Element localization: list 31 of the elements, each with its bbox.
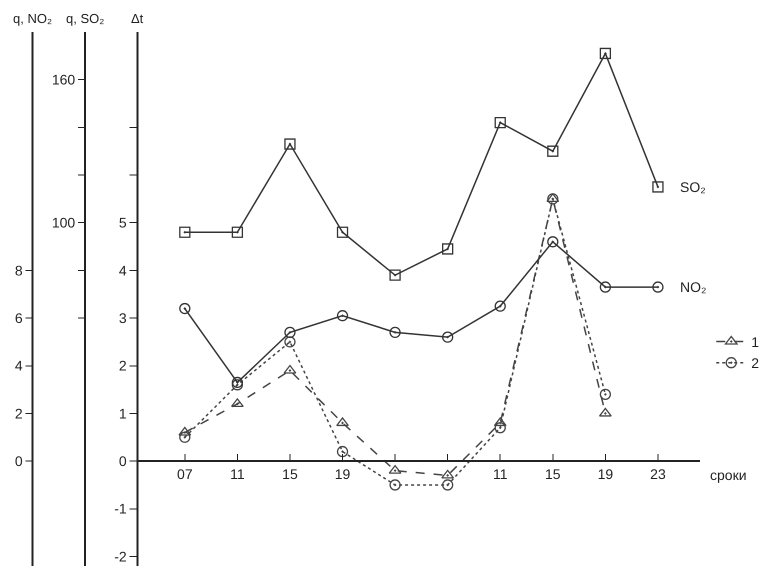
y3-tick-label: 0: [14, 453, 23, 470]
x-tick-label: 11: [492, 466, 508, 482]
y-tick-label: 0: [118, 453, 127, 470]
y-axis-title: Δt: [131, 11, 144, 26]
x-tick-label: 23: [650, 466, 666, 482]
y3-tick-label: 4: [14, 358, 23, 374]
legend-label: 2: [751, 355, 760, 372]
series-label: NO₂: [680, 279, 706, 295]
y-tick-label: -1: [114, 500, 127, 517]
y-tick-label: 2: [118, 358, 127, 374]
x-axis-title: сроки: [710, 467, 747, 483]
x-tick-label: 19: [334, 466, 351, 482]
y2-tick-label: 100: [52, 214, 76, 231]
y2-axis-title: q, SO₂: [66, 11, 104, 26]
x-tick-label: 15: [545, 466, 561, 482]
y-tick-label: 5: [118, 214, 127, 231]
x-tick-label: 11: [230, 466, 245, 482]
y2-tick-label: 160: [52, 72, 76, 88]
y3-axis-title: q, NO₂: [13, 11, 52, 26]
y-tick-label: -2: [114, 548, 127, 564]
legend-label: 1: [751, 334, 760, 350]
y3-tick-label: 2: [14, 405, 23, 422]
y-tick-label: 4: [118, 262, 127, 278]
y3-tick-label: 8: [14, 262, 23, 278]
series-label: SO₂: [680, 179, 706, 195]
x-tick-label: 15: [282, 466, 298, 482]
y3-tick-label: 6: [14, 310, 23, 326]
y-tick-label: 1: [118, 405, 127, 422]
x-tick-label: 19: [598, 466, 614, 482]
x-tick-label: 07: [177, 466, 193, 482]
y-tick-label: 3: [118, 310, 127, 326]
